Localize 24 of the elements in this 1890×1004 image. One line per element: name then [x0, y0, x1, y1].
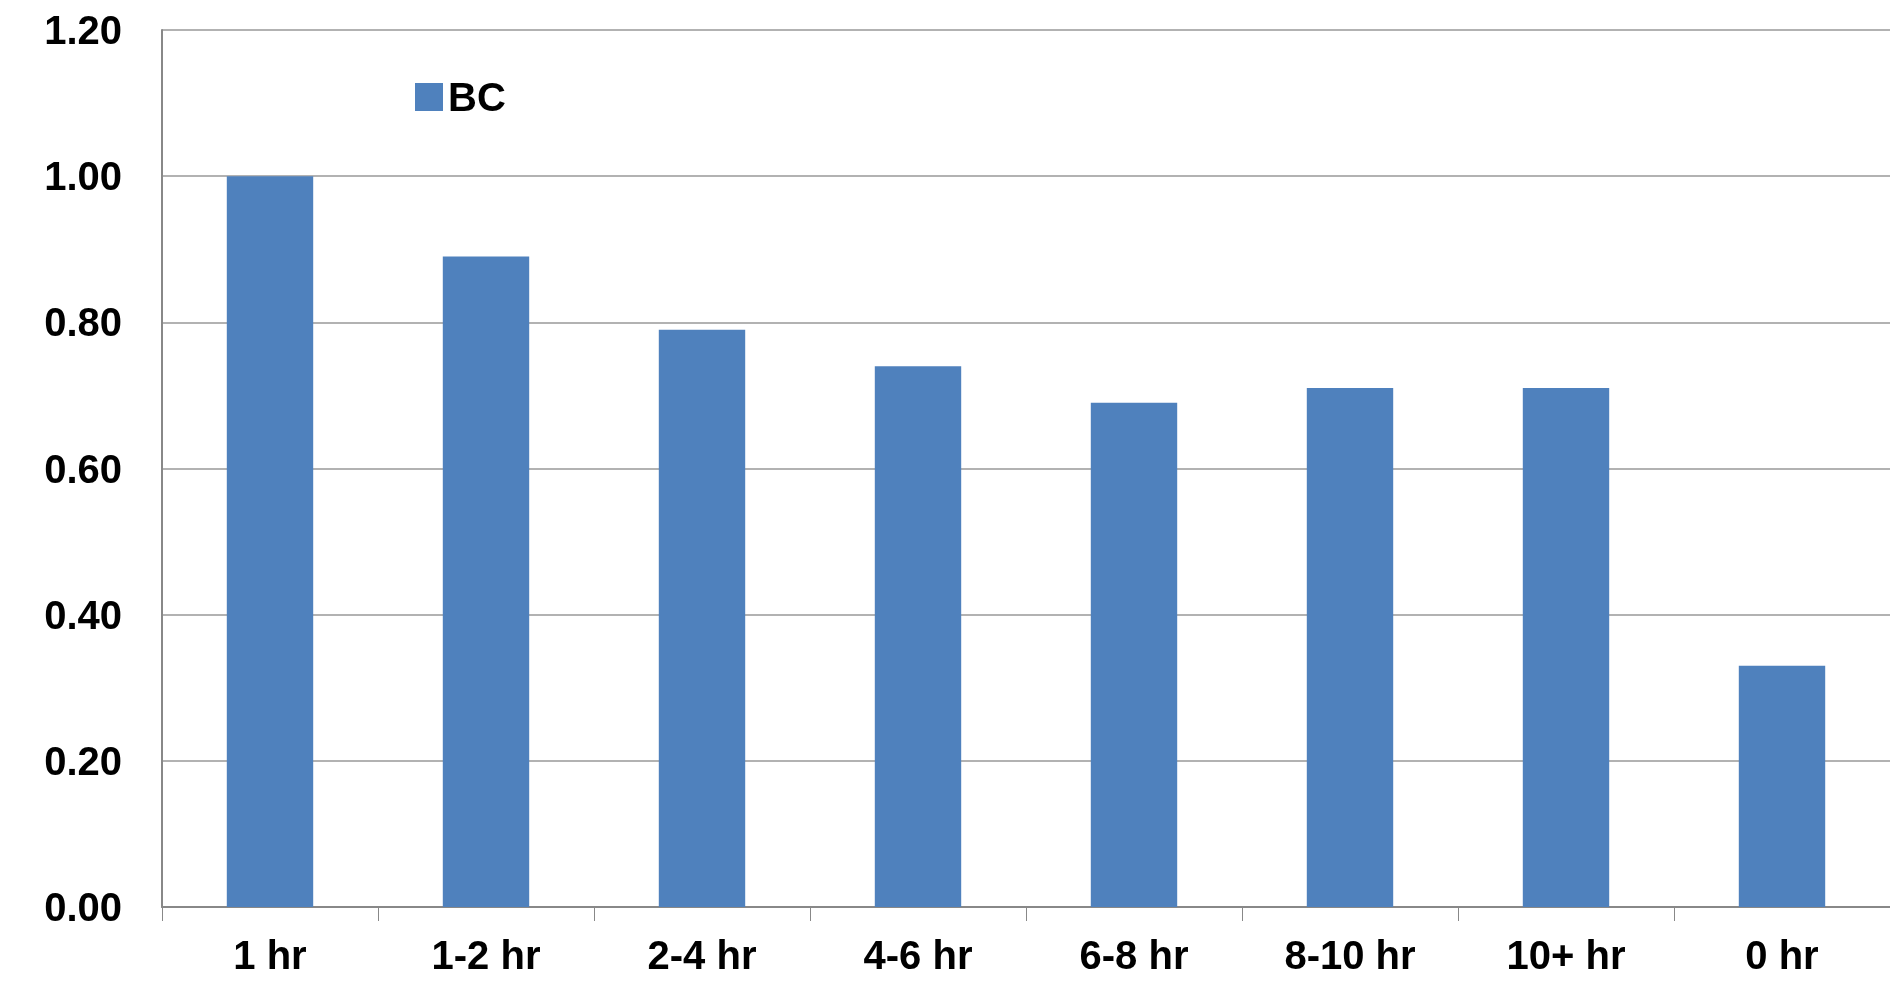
y-tick-label: 0.20 [44, 738, 122, 783]
x-tick-label: 0 hr [1745, 933, 1819, 977]
bar [1090, 402, 1178, 907]
x-tick-label: 1 hr [233, 933, 307, 977]
x-tick-label: 10+ hr [1506, 933, 1626, 977]
y-tick-label: 1.00 [44, 154, 122, 199]
y-tick-label: 0.40 [44, 592, 122, 637]
x-tick-label: 6-8 hr [1079, 933, 1189, 977]
y-tick-label: 1.20 [44, 8, 122, 52]
bar [658, 329, 746, 907]
y-tick-label: 0.00 [44, 885, 122, 929]
y-tick-label: 0.60 [44, 446, 122, 491]
legend-label: BC [448, 75, 506, 119]
x-tick-label: 1-2 hr [431, 933, 541, 977]
x-tick-label: 4-6 hr [863, 933, 973, 977]
bar [874, 366, 962, 907]
x-tick-label: 8-10 hr [1284, 933, 1416, 977]
bar [226, 176, 314, 907]
bar [1738, 665, 1826, 907]
x-tick-label: 2-4 hr [647, 933, 757, 977]
bar [1522, 388, 1610, 907]
bar [442, 256, 530, 907]
bar [1306, 388, 1394, 907]
y-tick-label: 0.80 [44, 300, 122, 345]
